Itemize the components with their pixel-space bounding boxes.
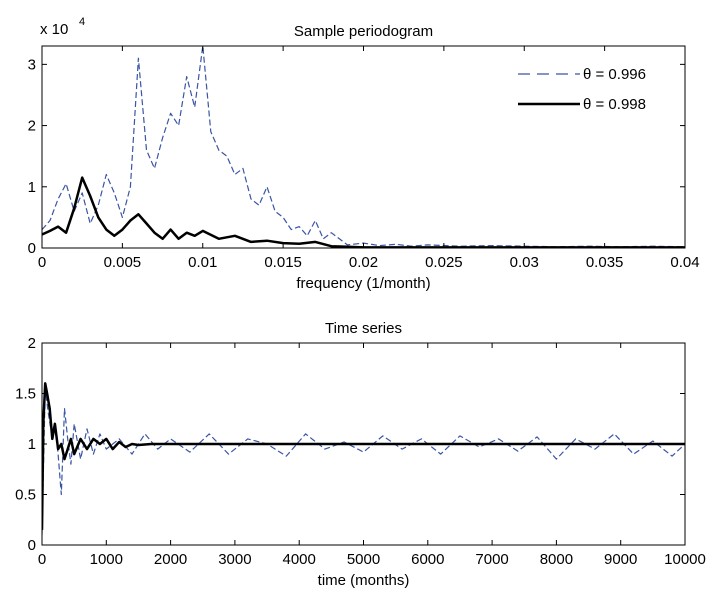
x-tick-label: 7000 — [475, 551, 508, 568]
legend-entry-label: θ = 0.998 — [583, 96, 646, 113]
y-tick-label: 0 — [28, 240, 36, 257]
x-tick-label: 0.005 — [104, 254, 142, 271]
x-tick-label: 0.01 — [188, 254, 217, 271]
x-tick-label: 0.035 — [586, 254, 624, 271]
x-tick-label: 0 — [38, 551, 46, 568]
x-tick-label: 0.025 — [425, 254, 463, 271]
time-series-chart: 0 1000 2000 3000 4000 5000 6000 7000 8000 9000 100… — [15, 320, 706, 589]
x-tick-label: 9000 — [604, 551, 637, 568]
x-tick-label: 8000 — [540, 551, 573, 568]
y-tick-label: 1.5 — [15, 386, 36, 403]
y-tick-label: 3 — [28, 56, 36, 73]
x-tick-label: 3000 — [218, 551, 251, 568]
x-axis-label: time (months) — [318, 572, 410, 589]
y-tick-label: 1 — [28, 436, 36, 453]
y-tick-label: 0.5 — [15, 487, 36, 504]
series-line-theta-0998 — [42, 176, 685, 248]
x-tick-label: 2000 — [154, 551, 187, 568]
chart-title: Sample periodogram — [294, 23, 433, 40]
chart-title: Time series — [325, 320, 402, 337]
legend: θ = 0.996 θ = 0.998 — [518, 66, 646, 113]
x-tick-label: 1000 — [90, 551, 123, 568]
y-tick-label: 2 — [28, 118, 36, 135]
y-tick-label: 1 — [28, 179, 36, 196]
legend-entry-label: θ = 0.996 — [583, 66, 646, 83]
series-line-theta-0996 — [42, 387, 685, 535]
periodogram-chart: 0 0.005 0.01 0.015 0.02 0.025 0.03 0.035 0.04 0 1 2… — [28, 16, 700, 292]
y-tick-label: 0 — [28, 537, 36, 554]
series-line-theta-0998 — [42, 382, 685, 530]
y-multiplier-label: x 10 — [40, 21, 68, 38]
x-axis-label: frequency (1/month) — [296, 275, 430, 292]
x-tick-label: 0.03 — [510, 254, 539, 271]
x-tick-label: 6000 — [411, 551, 444, 568]
x-tick-label: 0.04 — [670, 254, 699, 271]
x-tick-label: 5000 — [347, 551, 380, 568]
y-multiplier-exponent: 4 — [79, 16, 85, 28]
series-line-theta-0996 — [42, 46, 685, 248]
x-tick-label: 0 — [38, 254, 46, 271]
x-tick-label: 0.02 — [349, 254, 378, 271]
x-tick-label: 0.015 — [264, 254, 302, 271]
x-tick-label: 4000 — [283, 551, 316, 568]
x-tick-label: 10000 — [664, 551, 706, 568]
y-tick-label: 2 — [28, 335, 36, 352]
